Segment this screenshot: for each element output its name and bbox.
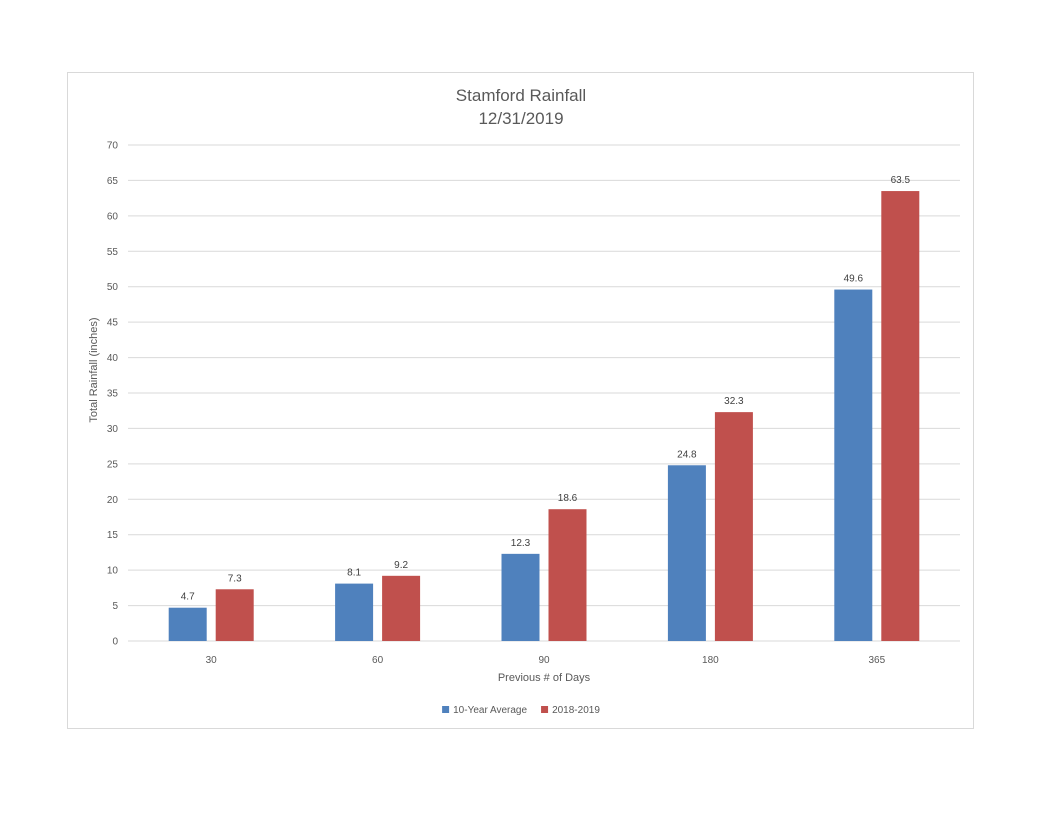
y-tick-label: 70 — [107, 141, 119, 152]
bar-2018-2019-365 — [881, 191, 920, 642]
bar-2018-2019-30 — [215, 589, 254, 641]
bar-10-year-average-60 — [335, 583, 374, 641]
y-tick-label: 35 — [107, 389, 119, 400]
gridlines — [128, 144, 960, 642]
data-labels: 4.7 7.3 8.1 9.2 12.3 18.6 24.8 32.3 49.6 63.5 — [181, 175, 911, 603]
data-label: 7.3 — [228, 573, 242, 584]
x-tick-label: 60 — [372, 655, 384, 666]
y-tick-label: 50 — [107, 282, 119, 293]
y-tick-label: 25 — [107, 459, 119, 470]
y-axis-ticks: 0 5 10 15 20 25 30 35 40 45 50 55 60 65 70 — [107, 141, 119, 648]
data-label: 9.2 — [394, 560, 408, 571]
chart-frame: Stamford Rainfall 12/31/2019 0 5 10 15 20 25 3… — [67, 72, 974, 729]
x-tick-label: 180 — [702, 655, 719, 666]
bar-10-year-average-90 — [501, 553, 540, 641]
y-tick-label: 65 — [107, 176, 119, 187]
legend-label: 10-Year Average — [453, 705, 527, 716]
y-tick-label: 40 — [107, 353, 119, 364]
bar-10-year-average-180 — [667, 465, 706, 641]
bar-2018-2019-60 — [382, 575, 421, 641]
y-tick-label: 0 — [112, 637, 118, 648]
x-axis-title: Previous # of Days — [498, 672, 591, 684]
x-tick-label: 90 — [538, 655, 550, 666]
data-label: 49.6 — [844, 274, 864, 285]
chart-subtitle: 12/31/2019 — [478, 109, 563, 128]
legend-label: 2018-2019 — [552, 705, 600, 716]
y-axis-title: Total Rainfall (inches) — [88, 317, 100, 422]
x-axis-ticks: 30 60 90 180 365 — [206, 655, 886, 666]
y-tick-label: 30 — [107, 424, 119, 435]
bar-10-year-average-365 — [834, 289, 873, 641]
y-tick-label: 55 — [107, 247, 119, 258]
data-label: 63.5 — [891, 175, 911, 186]
legend-swatch — [541, 706, 549, 713]
legend-swatch — [442, 706, 450, 713]
bar-2018-2019-180 — [714, 412, 753, 641]
data-label: 32.3 — [724, 396, 744, 407]
data-label: 4.7 — [181, 592, 195, 603]
y-tick-label: 10 — [107, 566, 119, 577]
y-tick-label: 5 — [112, 601, 118, 612]
chart-title: Stamford Rainfall — [456, 86, 586, 105]
y-tick-label: 45 — [107, 318, 119, 329]
x-tick-label: 365 — [868, 655, 885, 666]
data-label: 18.6 — [558, 493, 578, 504]
legend: 10-Year Average 2018-2019 — [442, 705, 600, 716]
bars — [168, 191, 920, 642]
y-tick-label: 60 — [107, 211, 119, 222]
bar-10-year-average-30 — [168, 607, 207, 641]
y-tick-label: 15 — [107, 530, 119, 541]
y-tick-label: 20 — [107, 495, 119, 506]
data-label: 8.1 — [347, 568, 361, 579]
data-label: 12.3 — [511, 538, 531, 549]
x-tick-label: 30 — [206, 655, 218, 666]
data-label: 24.8 — [677, 449, 697, 460]
chart-svg: Stamford Rainfall 12/31/2019 0 5 10 15 20 25 3… — [88, 86, 960, 716]
bar-2018-2019-90 — [548, 509, 587, 641]
